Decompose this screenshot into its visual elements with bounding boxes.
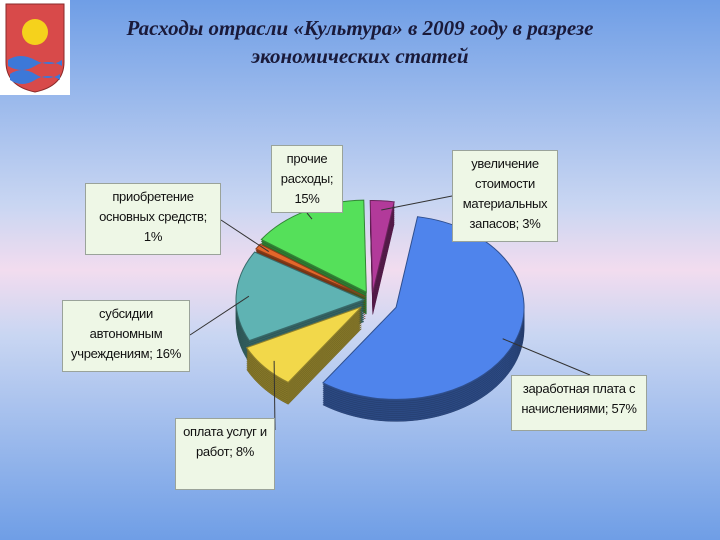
slice bbox=[369, 200, 395, 293]
leader-line bbox=[220, 219, 270, 252]
leaders bbox=[189, 195, 591, 431]
slice bbox=[255, 243, 366, 298]
leader-line bbox=[306, 212, 313, 220]
leader-line bbox=[189, 295, 250, 336]
data-label: увеличение стоимости материальных запасо… bbox=[452, 150, 558, 242]
slice bbox=[235, 251, 366, 342]
leader-line bbox=[502, 338, 591, 376]
data-label: оплата услуг и работ; 8% bbox=[175, 418, 275, 490]
leader-line bbox=[381, 195, 453, 211]
data-label: прочие расходы; 15% bbox=[271, 145, 343, 213]
data-label: заработная плата с начислениями; 57% bbox=[511, 375, 647, 431]
data-label: приобретение основных средств; 1% bbox=[85, 183, 221, 255]
data-label: субсидии автономным учреждениям; 16% bbox=[62, 300, 190, 372]
pie bbox=[235, 199, 525, 422]
chart-title: Расходы отрасли «Культура» в 2009 году в… bbox=[126, 16, 594, 68]
slice bbox=[245, 306, 362, 383]
emblem bbox=[0, 0, 70, 95]
